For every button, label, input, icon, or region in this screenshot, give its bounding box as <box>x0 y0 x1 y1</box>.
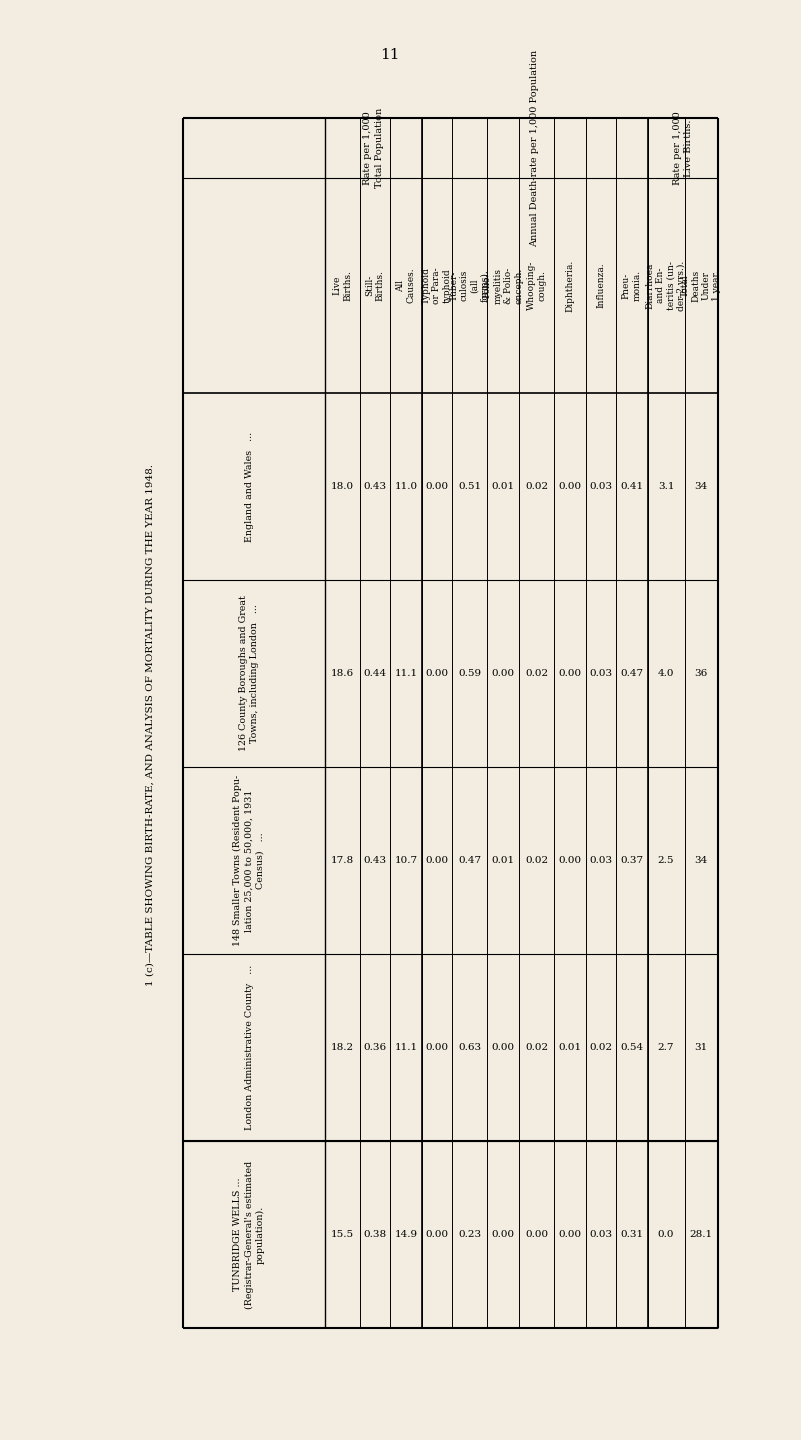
Text: Diarrhoea
and En-
teritis (un-
der 2 yrs.).: Diarrhoea and En- teritis (un- der 2 yrs… <box>646 261 686 311</box>
Text: Whooping-
cough.: Whooping- cough. <box>527 261 546 310</box>
Text: Live
Births.: Live Births. <box>333 271 352 301</box>
Text: 11.1: 11.1 <box>395 1043 417 1053</box>
Text: 0.02: 0.02 <box>525 1043 548 1053</box>
Text: Tuber-
culosis
(all
forms).: Tuber- culosis (all forms). <box>449 269 489 302</box>
Text: 0.31: 0.31 <box>620 1230 643 1238</box>
Text: 0.01: 0.01 <box>492 855 514 865</box>
Text: TUNBRIDGE WELLS ...
(Registrar-General's estimated
population).: TUNBRIDGE WELLS ... (Registrar-General's… <box>233 1161 265 1309</box>
Text: 10.7: 10.7 <box>395 855 417 865</box>
Text: 0.03: 0.03 <box>590 670 613 678</box>
Text: 0.00: 0.00 <box>492 1230 514 1238</box>
Text: 0.59: 0.59 <box>458 670 481 678</box>
Text: 0.51: 0.51 <box>458 482 481 491</box>
Text: 0.02: 0.02 <box>525 482 548 491</box>
Text: 0.01: 0.01 <box>492 482 514 491</box>
Text: Diphtheria.: Diphtheria. <box>566 259 574 311</box>
Text: 0.36: 0.36 <box>364 1043 387 1053</box>
Text: 18.0: 18.0 <box>331 482 354 491</box>
Text: 0.00: 0.00 <box>558 670 582 678</box>
Text: London Administrative County   ...: London Administrative County ... <box>244 965 253 1130</box>
Text: Rate per 1,000
Live Births.: Rate per 1,000 Live Births. <box>673 111 693 184</box>
Text: 17.8: 17.8 <box>331 855 354 865</box>
Text: 0.00: 0.00 <box>425 1230 449 1238</box>
Text: 0.0: 0.0 <box>658 1230 674 1238</box>
Text: Annual Death-rate per 1,000 Population: Annual Death-rate per 1,000 Population <box>530 49 539 246</box>
Text: 0.00: 0.00 <box>425 670 449 678</box>
Text: 0.47: 0.47 <box>620 670 643 678</box>
Text: 4.0: 4.0 <box>658 670 674 678</box>
Text: 0.37: 0.37 <box>620 855 643 865</box>
Text: 0.01: 0.01 <box>558 1043 582 1053</box>
Text: 0.38: 0.38 <box>364 1230 387 1238</box>
Text: 126 County Boroughs and Great
Towns, including London   ...: 126 County Boroughs and Great Towns, inc… <box>239 596 259 752</box>
Text: 18.2: 18.2 <box>331 1043 354 1053</box>
Text: 0.02: 0.02 <box>525 670 548 678</box>
Text: 2.5: 2.5 <box>658 855 674 865</box>
Text: Rate per 1,000
Total Population: Rate per 1,000 Total Population <box>364 108 384 189</box>
Text: 0.47: 0.47 <box>458 855 481 865</box>
Text: 0.54: 0.54 <box>620 1043 643 1053</box>
Text: 0.41: 0.41 <box>620 482 643 491</box>
Text: 0.00: 0.00 <box>558 855 582 865</box>
Text: 0.00: 0.00 <box>425 855 449 865</box>
Text: Typhoid
or Para-
typhoid: Typhoid or Para- typhoid <box>422 266 452 304</box>
Text: 0.43: 0.43 <box>364 482 387 491</box>
Text: 0.44: 0.44 <box>364 670 387 678</box>
Text: 18.6: 18.6 <box>331 670 354 678</box>
Text: 0.00: 0.00 <box>492 670 514 678</box>
Text: 3.1: 3.1 <box>658 482 674 491</box>
Text: 0.02: 0.02 <box>590 1043 613 1053</box>
Text: 0.00: 0.00 <box>425 1043 449 1053</box>
Text: 0.03: 0.03 <box>590 855 613 865</box>
Text: Total
Deaths
Under
1 year.: Total Deaths Under 1 year. <box>681 269 722 301</box>
Text: Polio-
myelitis
& Polio-
enceph.: Polio- myelitis & Polio- enceph. <box>483 268 523 304</box>
Text: 0.43: 0.43 <box>364 855 387 865</box>
Text: Pneu-
monia.: Pneu- monia. <box>622 269 642 301</box>
Text: 31: 31 <box>694 1043 708 1053</box>
Text: 148 Smaller Towns (Resident Popu-
lation 25,000 to 50,000, 1931
Census)   ...: 148 Smaller Towns (Resident Popu- lation… <box>233 775 264 946</box>
Text: 0.03: 0.03 <box>590 1230 613 1238</box>
Text: 14.9: 14.9 <box>395 1230 417 1238</box>
Text: Still-
Births.: Still- Births. <box>365 271 385 301</box>
Text: All
Causes.: All Causes. <box>396 268 416 304</box>
Text: Influenza.: Influenza. <box>596 262 606 308</box>
Text: 0.03: 0.03 <box>590 482 613 491</box>
Text: 0.23: 0.23 <box>458 1230 481 1238</box>
Text: 1 (c)—TABLE SHOWING BIRTH-RATE, AND ANALYSIS OF MORTALITY DURING THE YEAR 1948.: 1 (c)—TABLE SHOWING BIRTH-RATE, AND ANAL… <box>146 464 155 986</box>
Text: 0.02: 0.02 <box>525 855 548 865</box>
Text: 0.00: 0.00 <box>425 482 449 491</box>
Text: 0.63: 0.63 <box>458 1043 481 1053</box>
Text: 34: 34 <box>694 855 708 865</box>
Text: 11: 11 <box>380 48 400 62</box>
Text: 11.0: 11.0 <box>395 482 417 491</box>
Text: 0.00: 0.00 <box>558 482 582 491</box>
Text: England and Wales   ...: England and Wales ... <box>244 432 253 541</box>
Text: 0.00: 0.00 <box>492 1043 514 1053</box>
Text: 0.00: 0.00 <box>525 1230 548 1238</box>
Text: 34: 34 <box>694 482 708 491</box>
Text: 2.7: 2.7 <box>658 1043 674 1053</box>
Text: 36: 36 <box>694 670 708 678</box>
Text: 0.00: 0.00 <box>558 1230 582 1238</box>
Text: 15.5: 15.5 <box>331 1230 354 1238</box>
Text: 28.1: 28.1 <box>690 1230 713 1238</box>
Text: 11.1: 11.1 <box>395 670 417 678</box>
